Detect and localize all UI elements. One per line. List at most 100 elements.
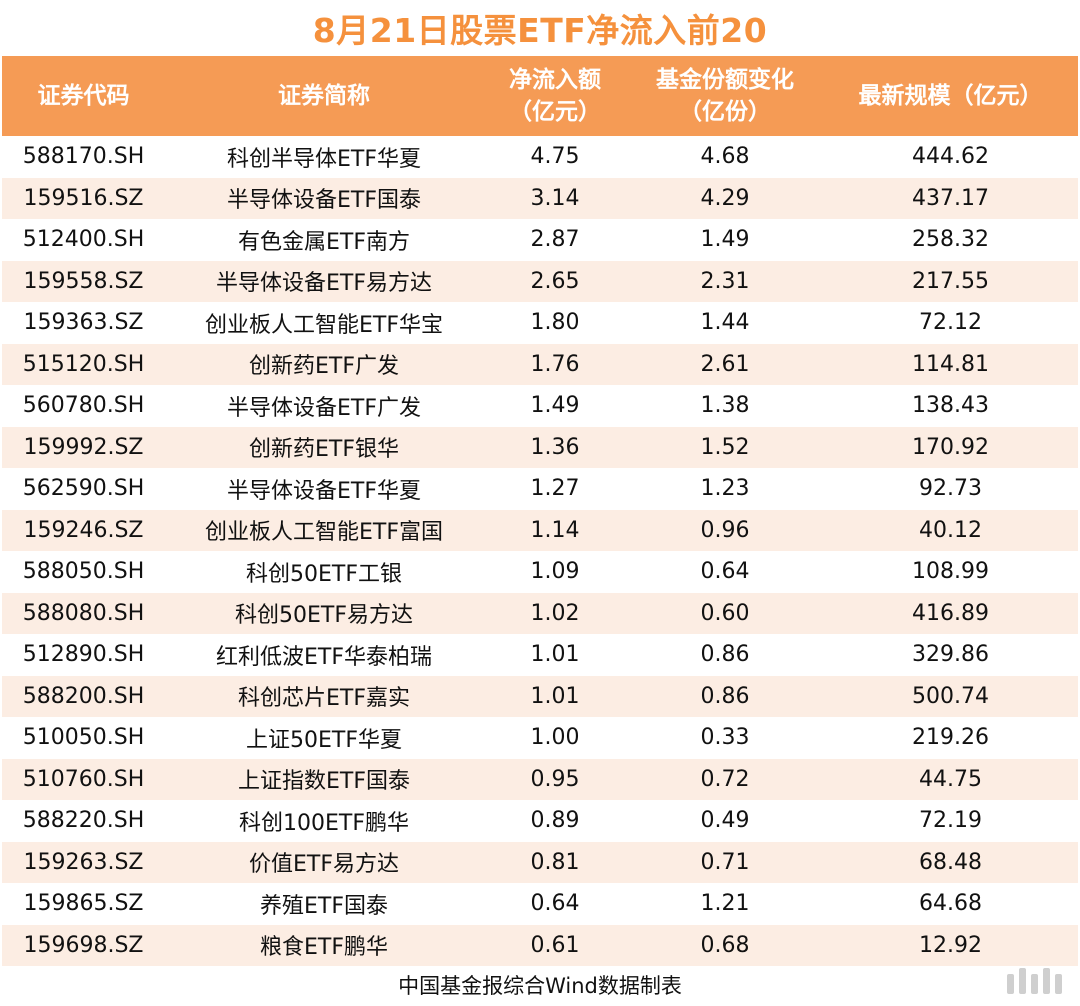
table-row: 588080.SH 科创50ETF易方达 1.02 0.60 416.89 [2, 592, 1078, 634]
cell-latest-size: 329.86 [823, 634, 1078, 676]
cell-name: 半导体设备ETF国泰 [165, 177, 483, 219]
cell-share-change: 0.33 [627, 717, 823, 759]
header-latest-size-line1: 最新规模（亿元） [858, 83, 1043, 109]
cell-net-inflow: 0.81 [483, 841, 627, 883]
cell-latest-size: 40.12 [823, 509, 1078, 551]
cell-net-inflow: 1.00 [483, 717, 627, 759]
cell-share-change: 0.64 [627, 551, 823, 593]
cell-net-inflow: 1.80 [483, 302, 627, 344]
cell-net-inflow: 3.14 [483, 177, 627, 219]
cell-code: 588050.SH [2, 551, 165, 593]
cell-name: 科创50ETF工银 [165, 551, 483, 593]
cell-share-change: 0.86 [627, 675, 823, 717]
header-share-change: 基金份额变化 （亿份） [627, 56, 823, 136]
cell-net-inflow: 1.36 [483, 426, 627, 468]
cell-net-inflow: 1.02 [483, 592, 627, 634]
source-note: 中国基金报综合Wind数据制表 [398, 974, 682, 998]
cell-net-inflow: 1.76 [483, 343, 627, 385]
header-latest-size: 最新规模（亿元） [823, 56, 1078, 136]
cell-name: 创业板人工智能ETF华宝 [165, 302, 483, 344]
cell-latest-size: 108.99 [823, 551, 1078, 593]
table-row: 512400.SH 有色金属ETF南方 2.87 1.49 258.32 [2, 219, 1078, 261]
cell-latest-size: 170.92 [823, 426, 1078, 468]
cell-net-inflow: 2.65 [483, 260, 627, 302]
table-row: 562590.SH 半导体设备ETF华夏 1.27 1.23 92.73 [2, 468, 1078, 510]
cell-name: 养殖ETF国泰 [165, 883, 483, 925]
cell-latest-size: 64.68 [823, 883, 1078, 925]
cell-code: 159865.SZ [2, 883, 165, 925]
cell-code: 159698.SZ [2, 924, 165, 966]
cell-name: 半导体设备ETF广发 [165, 385, 483, 427]
cell-name: 科创100ETF鹏华 [165, 800, 483, 842]
header-code: 证券代码 [2, 56, 165, 136]
header-code-line1: 证券代码 [37, 83, 130, 109]
cell-latest-size: 114.81 [823, 343, 1078, 385]
cell-share-change: 2.31 [627, 260, 823, 302]
table-row: 159516.SZ 半导体设备ETF国泰 3.14 4.29 437.17 [2, 177, 1078, 219]
cell-share-change: 1.44 [627, 302, 823, 344]
cell-share-change: 0.96 [627, 509, 823, 551]
cell-name: 半导体设备ETF华夏 [165, 468, 483, 510]
header-share-change-line1: 基金份额变化 [656, 67, 794, 93]
cell-net-inflow: 1.27 [483, 468, 627, 510]
cell-share-change: 0.72 [627, 758, 823, 800]
table-body: 588170.SH 科创半导体ETF华夏 4.75 4.68 444.62 159516.… [2, 136, 1078, 966]
cell-latest-size: 258.32 [823, 219, 1078, 261]
cell-name: 半导体设备ETF易方达 [165, 260, 483, 302]
cell-share-change: 0.71 [627, 841, 823, 883]
cell-latest-size: 444.62 [823, 136, 1078, 178]
table-row: 510760.SH 上证指数ETF国泰 0.95 0.72 44.75 [2, 758, 1078, 800]
cell-code: 159992.SZ [2, 426, 165, 468]
cell-name: 粮食ETF鹏华 [165, 924, 483, 966]
cell-net-inflow: 0.89 [483, 800, 627, 842]
cell-share-change: 0.49 [627, 800, 823, 842]
cell-net-inflow: 1.49 [483, 385, 627, 427]
cell-net-inflow: 1.01 [483, 634, 627, 676]
cell-code: 588200.SH [2, 675, 165, 717]
cell-code: 512400.SH [2, 219, 165, 261]
table-row: 159865.SZ 养殖ETF国泰 0.64 1.21 64.68 [2, 883, 1078, 925]
etf-table: 证券代码 证券简称 净流入额 （亿元） 基金份额变化 （亿份） 最新规模（亿元） 58817… [2, 56, 1078, 966]
table-row: 588050.SH 科创50ETF工银 1.09 0.64 108.99 [2, 551, 1078, 593]
cell-code: 588080.SH [2, 592, 165, 634]
cell-net-inflow: 0.61 [483, 924, 627, 966]
cell-latest-size: 92.73 [823, 468, 1078, 510]
cell-share-change: 0.68 [627, 924, 823, 966]
header-name-line1: 证券简称 [278, 83, 370, 109]
cell-code: 560780.SH [2, 385, 165, 427]
cell-share-change: 0.60 [627, 592, 823, 634]
table-row: 512890.SH 红利低波ETF华泰柏瑞 1.01 0.86 329.86 [2, 634, 1078, 676]
table-row: 159992.SZ 创新药ETF银华 1.36 1.52 170.92 [2, 426, 1078, 468]
cell-code: 588220.SH [2, 800, 165, 842]
table-row: 510050.SH 上证50ETF华夏 1.00 0.33 219.26 [2, 717, 1078, 759]
cell-name: 创业板人工智能ETF富国 [165, 509, 483, 551]
cell-code: 515120.SH [2, 343, 165, 385]
table-row: 588220.SH 科创100ETF鹏华 0.89 0.49 72.19 [2, 800, 1078, 842]
cell-share-change: 1.38 [627, 385, 823, 427]
cell-net-inflow: 0.64 [483, 883, 627, 925]
cell-code: 159558.SZ [2, 260, 165, 302]
header-share-change-line2: （亿份） [679, 99, 771, 125]
cell-share-change: 1.23 [627, 468, 823, 510]
table-row: 588170.SH 科创半导体ETF华夏 4.75 4.68 444.62 [2, 136, 1078, 178]
page-title: 8月21日股票ETF净流入前20 [312, 11, 768, 50]
cell-latest-size: 217.55 [823, 260, 1078, 302]
cell-net-inflow: 1.14 [483, 509, 627, 551]
cell-latest-size: 219.26 [823, 717, 1078, 759]
table-row: 159263.SZ 价值ETF易方达 0.81 0.71 68.48 [2, 841, 1078, 883]
cell-name: 创新药ETF银华 [165, 426, 483, 468]
cell-code: 588170.SH [2, 136, 165, 178]
cell-latest-size: 72.19 [823, 800, 1078, 842]
cell-code: 562590.SH [2, 468, 165, 510]
cell-latest-size: 12.92 [823, 924, 1078, 966]
cell-share-change: 4.29 [627, 177, 823, 219]
table-row: 588200.SH 科创芯片ETF嘉实 1.01 0.86 500.74 [2, 675, 1078, 717]
cell-code: 510760.SH [2, 758, 165, 800]
header-net-inflow: 净流入额 （亿元） [483, 56, 627, 136]
cell-latest-size: 416.89 [823, 592, 1078, 634]
table-header-row: 证券代码 证券简称 净流入额 （亿元） 基金份额变化 （亿份） 最新规模（亿元） [2, 56, 1078, 136]
cell-net-inflow: 2.87 [483, 219, 627, 261]
cell-share-change: 2.61 [627, 343, 823, 385]
cell-latest-size: 72.12 [823, 302, 1078, 344]
cell-net-inflow: 1.01 [483, 675, 627, 717]
